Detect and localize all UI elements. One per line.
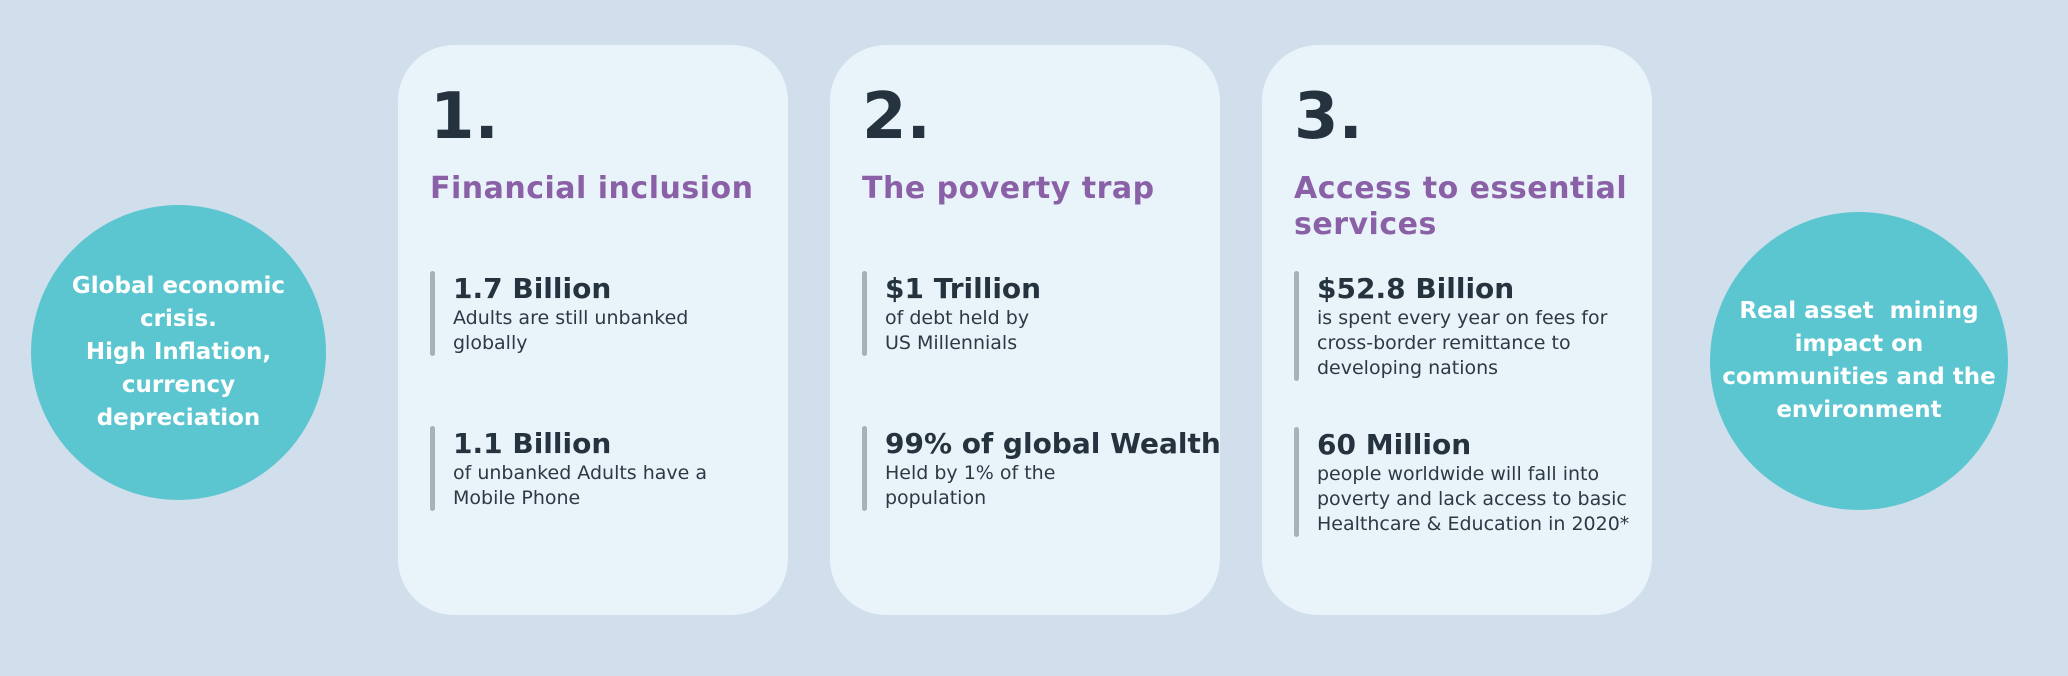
stat-item: 99% of global Wealth Held by 1% of the p… (862, 426, 1221, 512)
stat-accent-bar (430, 271, 435, 357)
stat-value: 1.7 Billion (453, 272, 612, 305)
stat-value: 99% of global Wealth (885, 427, 1221, 461)
stat-body: 1.7 Billion Adults are still unbanked gl… (453, 271, 688, 356)
stat-value: 60 Million (1317, 428, 1472, 462)
card-3-title: Access to essential services (1294, 171, 1628, 242)
right-problem-circle: Real asset mining impact on communities … (1710, 212, 2008, 510)
stat-accent-bar (430, 426, 435, 512)
card-1-number: 1. (430, 80, 499, 154)
stat-accent-bar (862, 271, 867, 357)
stat-body: $1 Trillion of debt held by US Millennia… (885, 271, 1041, 356)
problem-card-3: 3. Access to essential services $52.8 Bi… (1262, 45, 1652, 615)
stat-value: $52.8 Billion (1317, 272, 1515, 305)
stat-item: 1.1 Billion of unbanked Adults have a Mo… (430, 426, 770, 512)
stat-description: people worldwide will fall into poverty … (1317, 463, 1630, 536)
stat-value: 1.1 Billion (453, 427, 612, 461)
stat-item: $1 Trillion of debt held by US Millennia… (862, 271, 1202, 357)
stat-item: 60 Million people worldwide will fall in… (1294, 427, 1634, 538)
card-1-stats: 1.7 Billion Adults are still unbanked gl… (430, 271, 770, 512)
problem-card-2: 2. The poverty trap $1 Trillion of debt … (830, 45, 1221, 615)
stat-body: 99% of global Wealth Held by 1% of the p… (885, 426, 1221, 511)
stat-accent-bar (1294, 427, 1299, 538)
card-2-stats: $1 Trillion of debt held by US Millennia… (862, 271, 1221, 512)
left-problem-circle: Global economic crisis. High Inflation, … (31, 205, 326, 500)
stat-accent-bar (862, 426, 867, 512)
card-3-stats: $52.8 Billion is spent every year on fee… (1294, 271, 1634, 538)
stat-description: Adults are still unbanked globally (453, 307, 689, 355)
stat-description: of debt held by US Millennials (885, 307, 1030, 355)
stat-value: $1 Trillion (885, 272, 1042, 305)
stat-accent-bar (1294, 271, 1299, 382)
right-circle-text: Real asset mining impact on communities … (1722, 298, 1996, 423)
stat-description: is spent every year on fees for cross-bo… (1317, 307, 1608, 380)
problem-cards: 1. Financial inclusion 1.7 Billion Adult… (398, 45, 1652, 615)
stat-body: 60 Million people worldwide will fall in… (1317, 427, 1629, 537)
stat-item: $52.8 Billion is spent every year on fee… (1294, 271, 1634, 382)
left-circle-text: Global economic crisis. High Inflation, … (71, 273, 286, 431)
stat-item: 1.7 Billion Adults are still unbanked gl… (430, 271, 770, 357)
card-3-number: 3. (1294, 80, 1363, 154)
stat-description: Held by 1% of the population (885, 462, 1056, 510)
stat-description: of unbanked Adults have a Mobile Phone (453, 462, 708, 510)
stat-body: 1.1 Billion of unbanked Adults have a Mo… (453, 426, 707, 511)
card-2-number: 2. (862, 80, 931, 154)
card-2-title: The poverty trap (862, 171, 1155, 206)
stat-body: $52.8 Billion is spent every year on fee… (1317, 271, 1607, 381)
problem-card-1: 1. Financial inclusion 1.7 Billion Adult… (398, 45, 788, 615)
card-1-title: Financial inclusion (430, 171, 754, 206)
